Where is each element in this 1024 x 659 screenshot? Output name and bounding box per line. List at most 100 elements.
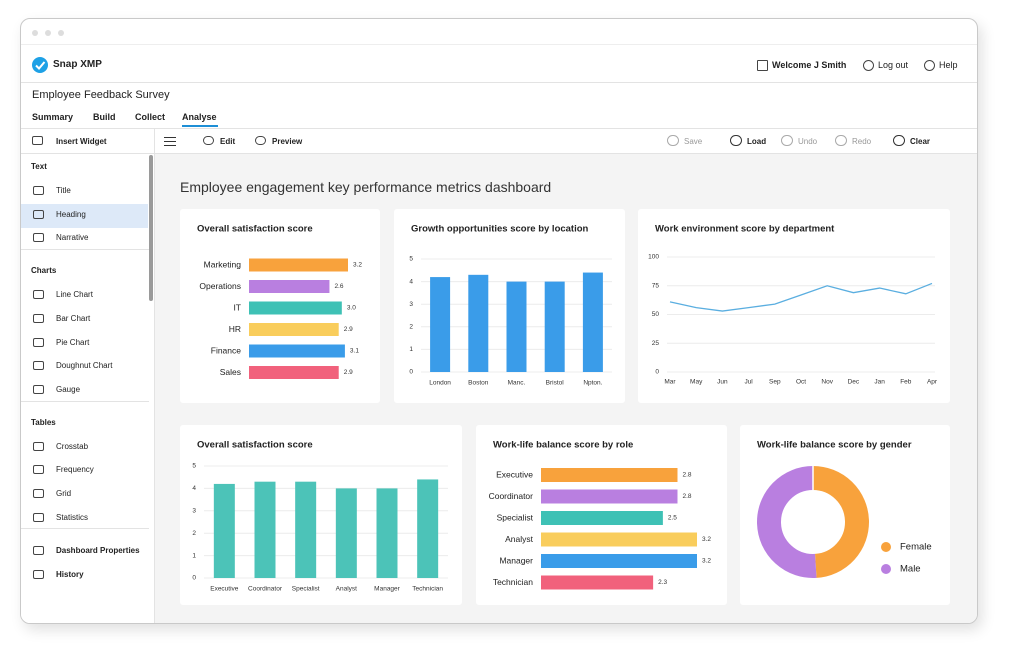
chart: Work-life balance score by role Executive… [489,440,711,590]
window-dot [45,30,51,36]
value-label: 3.2 [702,536,711,543]
y-tick-label: 50 [652,311,660,318]
widget-item[interactable]: Bar Chart [56,313,91,323]
tab[interactable]: Collect [135,112,166,122]
widget-item[interactable]: Title [56,186,71,195]
nav-icon[interactable] [863,60,874,71]
doughnut-segment [812,466,869,578]
widget-card: Work environment score by department 0 25 5… [638,209,950,403]
nav-link[interactable]: Log out [878,60,909,70]
separator [21,528,149,530]
x-tick-label: Coordinator [248,586,283,593]
header-border [21,82,977,83]
bar [249,323,339,336]
sidebar-section-title: Tables [31,417,56,427]
bar [254,481,276,578]
value-label: 3.0 [347,305,356,312]
icon [32,136,43,145]
x-tick-label: Sep [769,379,781,386]
x-tick-label: London [429,380,451,387]
icon [33,489,44,498]
value-label: 2.3 [658,579,667,586]
x-tick-label: Apr [927,379,938,386]
bar [468,274,489,372]
survey-title: Employee Feedback Survey [32,89,170,101]
icon [33,233,44,243]
toolbar-button[interactable]: Load [747,137,767,146]
icon [667,135,679,146]
toolbar-button[interactable]: Preview [272,137,303,146]
widget-item[interactable]: Heading [56,209,86,219]
x-tick-label: Mar [664,379,676,386]
menu-icon [164,137,176,146]
selected-item-bg [21,203,148,228]
category-label: Finance [211,345,242,355]
x-tick-label: Jul [744,379,753,386]
category-label: Manager [499,555,533,565]
brand-logo [32,57,48,73]
nav-icon[interactable] [924,60,935,71]
x-tick-label: Dec [848,379,860,386]
bar [541,554,697,568]
nav-link[interactable]: Welcome J Smith [772,60,847,70]
widget-item[interactable]: Frequency [56,465,94,475]
chart: Overall satisfaction score 0 1 2 3 4 5 Executiv… [192,440,448,593]
icon [33,570,44,579]
bar [213,483,235,578]
y-tick-label: 100 [648,254,659,261]
dashboard-title: Employee engagement key performance metr… [180,179,552,195]
value-label: 3.2 [353,262,362,269]
x-tick-label: Npton. [583,380,602,387]
sidebar-footer-item[interactable]: Dashboard Properties [56,546,140,555]
tab[interactable]: Analyse [182,112,217,122]
y-tick-label: 75 [652,282,660,289]
widget-item[interactable]: Gauge [56,384,81,394]
toolbar-button[interactable]: Clear [910,137,931,146]
widget-item[interactable]: Crosstab [56,441,89,451]
widget-item[interactable]: Narrative [56,233,89,243]
x-tick-label: Executive [210,586,239,593]
category-label: Sales [220,367,241,377]
category-label: IT [233,302,241,312]
x-tick-label: Feb [900,379,912,386]
legend-swatch [881,564,891,574]
widget-item[interactable]: Line Chart [56,290,93,300]
tab[interactable]: Summary [32,112,74,122]
chart-title: Growth opportunities score by location [411,224,589,235]
toolbar-button[interactable]: Edit [220,137,236,146]
chart: Growth opportunities score by location 0 1… [409,224,612,387]
widget-card: Overall satisfaction score 0 1 2 3 4 5 Executiv… [180,425,462,605]
sidebar-footer-item[interactable]: History [56,570,84,579]
toolbar-button[interactable]: Insert Widget [56,137,107,146]
y-tick-label: 0 [409,369,413,376]
x-tick-label: Nov [821,379,833,386]
line [669,282,933,312]
bar [541,532,697,547]
bar [541,511,663,525]
nav-icon[interactable] [757,60,768,71]
widget-item[interactable]: Pie Chart [56,337,90,347]
value-label: 2.6 [334,283,343,290]
tab[interactable]: Build [93,112,116,122]
value-label: 2.8 [683,472,692,479]
icon [893,135,905,146]
doughnut-segment [757,466,817,578]
icon [33,441,44,451]
bar [295,481,317,578]
nav-link[interactable]: Help [939,60,958,70]
widget-item[interactable]: Grid [56,489,72,498]
toolbar-button: Save [684,137,703,146]
icon [33,465,44,475]
y-tick-label: 4 [192,485,196,492]
x-tick-label: Bristol [546,380,565,387]
icon [33,290,44,300]
bar [249,301,342,315]
widget-card: Work-life balance score by role Executive… [476,425,727,605]
bar [582,272,603,372]
widget-item[interactable]: Statistics [56,512,89,522]
x-tick-label: May [690,379,703,386]
bar [335,488,357,578]
widget-item[interactable]: Doughnut Chart [56,361,113,371]
legend-swatch [881,542,891,552]
